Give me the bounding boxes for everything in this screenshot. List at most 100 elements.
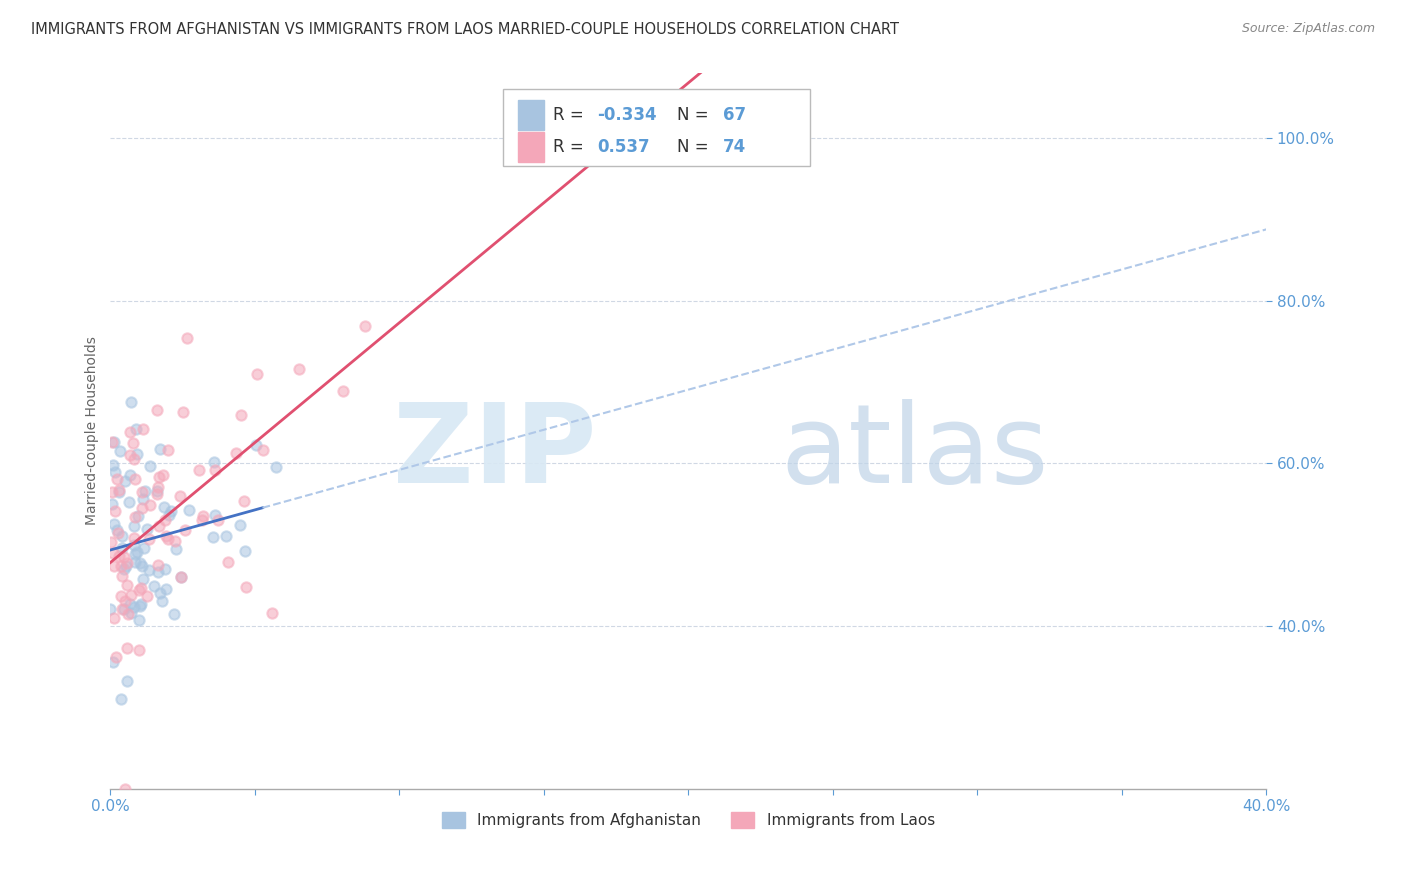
Point: [191, 509, 214, 524]
Point: [112, 561, 135, 575]
Point: [122, 538, 145, 552]
Point: [155, 529, 177, 543]
Point: [157, 443, 180, 458]
Point: [128, 556, 150, 570]
Point: [138, 532, 160, 546]
Point: [149, 442, 172, 456]
Point: [155, 562, 177, 576]
Point: [354, 318, 377, 333]
Point: [107, 549, 129, 563]
Point: [128, 643, 150, 657]
Point: [232, 494, 254, 508]
Point: [143, 578, 166, 592]
Point: [129, 597, 152, 611]
Point: [125, 422, 148, 436]
Point: [110, 444, 132, 458]
Legend: Immigrants from Afghanistan, Immigrants from Laos: Immigrants from Afghanistan, Immigrants …: [436, 806, 941, 835]
Point: [103, 655, 125, 669]
Point: [122, 531, 145, 545]
Point: [202, 455, 225, 469]
Point: [235, 580, 257, 594]
Point: [170, 570, 193, 584]
Point: [103, 558, 125, 573]
Point: [129, 581, 152, 595]
Text: IMMIGRANTS FROM AFGHANISTAN VS IMMIGRANTS FROM LAOS MARRIED-COUPLE HOUSEHOLDS CO: IMMIGRANTS FROM AFGHANISTAN VS IMMIGRANT…: [31, 22, 898, 37]
Point: [134, 483, 156, 498]
Point: [122, 519, 145, 533]
Point: [128, 613, 150, 627]
Point: [170, 570, 193, 584]
Point: [118, 495, 141, 509]
Point: [131, 422, 153, 436]
Point: [125, 545, 148, 559]
Point: [245, 438, 267, 452]
Bar: [519, 132, 544, 162]
Point: [225, 446, 247, 460]
Point: [103, 611, 125, 625]
Point: [112, 602, 135, 616]
Text: Source: ZipAtlas.com: Source: ZipAtlas.com: [1241, 22, 1375, 36]
Point: [117, 607, 139, 621]
Point: [124, 548, 146, 562]
Point: [188, 463, 211, 477]
Point: [149, 585, 172, 599]
Point: [124, 510, 146, 524]
Point: [163, 607, 186, 621]
Point: [103, 517, 125, 532]
Y-axis label: Married-couple Households: Married-couple Households: [86, 336, 100, 525]
Point: [101, 435, 124, 450]
Point: [207, 513, 229, 527]
Point: [146, 558, 169, 572]
Text: 0.537: 0.537: [598, 138, 650, 156]
Text: N =: N =: [676, 106, 714, 124]
Bar: [519, 100, 544, 129]
Point: [115, 674, 138, 689]
Point: [332, 384, 354, 398]
Point: [114, 474, 136, 488]
Point: [127, 509, 149, 524]
Point: [191, 513, 214, 527]
Point: [233, 544, 256, 558]
Point: [173, 523, 195, 537]
Text: N =: N =: [676, 138, 714, 156]
Point: [139, 458, 162, 473]
Point: [229, 517, 252, 532]
Point: [120, 588, 142, 602]
Point: [131, 484, 153, 499]
Point: [165, 534, 187, 549]
Point: [131, 492, 153, 507]
Point: [148, 565, 170, 579]
Point: [152, 468, 174, 483]
Text: -0.334: -0.334: [598, 106, 657, 124]
Point: [104, 466, 127, 480]
Text: 74: 74: [723, 138, 747, 156]
Text: R =: R =: [553, 138, 589, 156]
Point: [146, 487, 169, 501]
Point: [153, 500, 176, 514]
Point: [179, 503, 201, 517]
Point: [124, 472, 146, 486]
Point: [124, 452, 146, 467]
Point: [115, 556, 138, 570]
Point: [136, 522, 159, 536]
Point: [124, 555, 146, 569]
Point: [148, 518, 170, 533]
Point: [101, 458, 124, 472]
Point: [108, 483, 131, 497]
Point: [105, 472, 128, 486]
Point: [118, 448, 141, 462]
Point: [101, 546, 124, 560]
Point: [120, 597, 142, 611]
Point: [111, 541, 134, 556]
Text: 67: 67: [723, 106, 747, 124]
Point: [110, 692, 132, 706]
Point: [165, 541, 187, 556]
Point: [115, 578, 138, 592]
Text: atlas: atlas: [780, 399, 1049, 506]
Point: [117, 641, 139, 656]
Point: [503, 139, 526, 153]
Point: [111, 529, 134, 543]
Point: [204, 508, 226, 522]
Point: [246, 367, 269, 381]
Point: [120, 395, 142, 409]
